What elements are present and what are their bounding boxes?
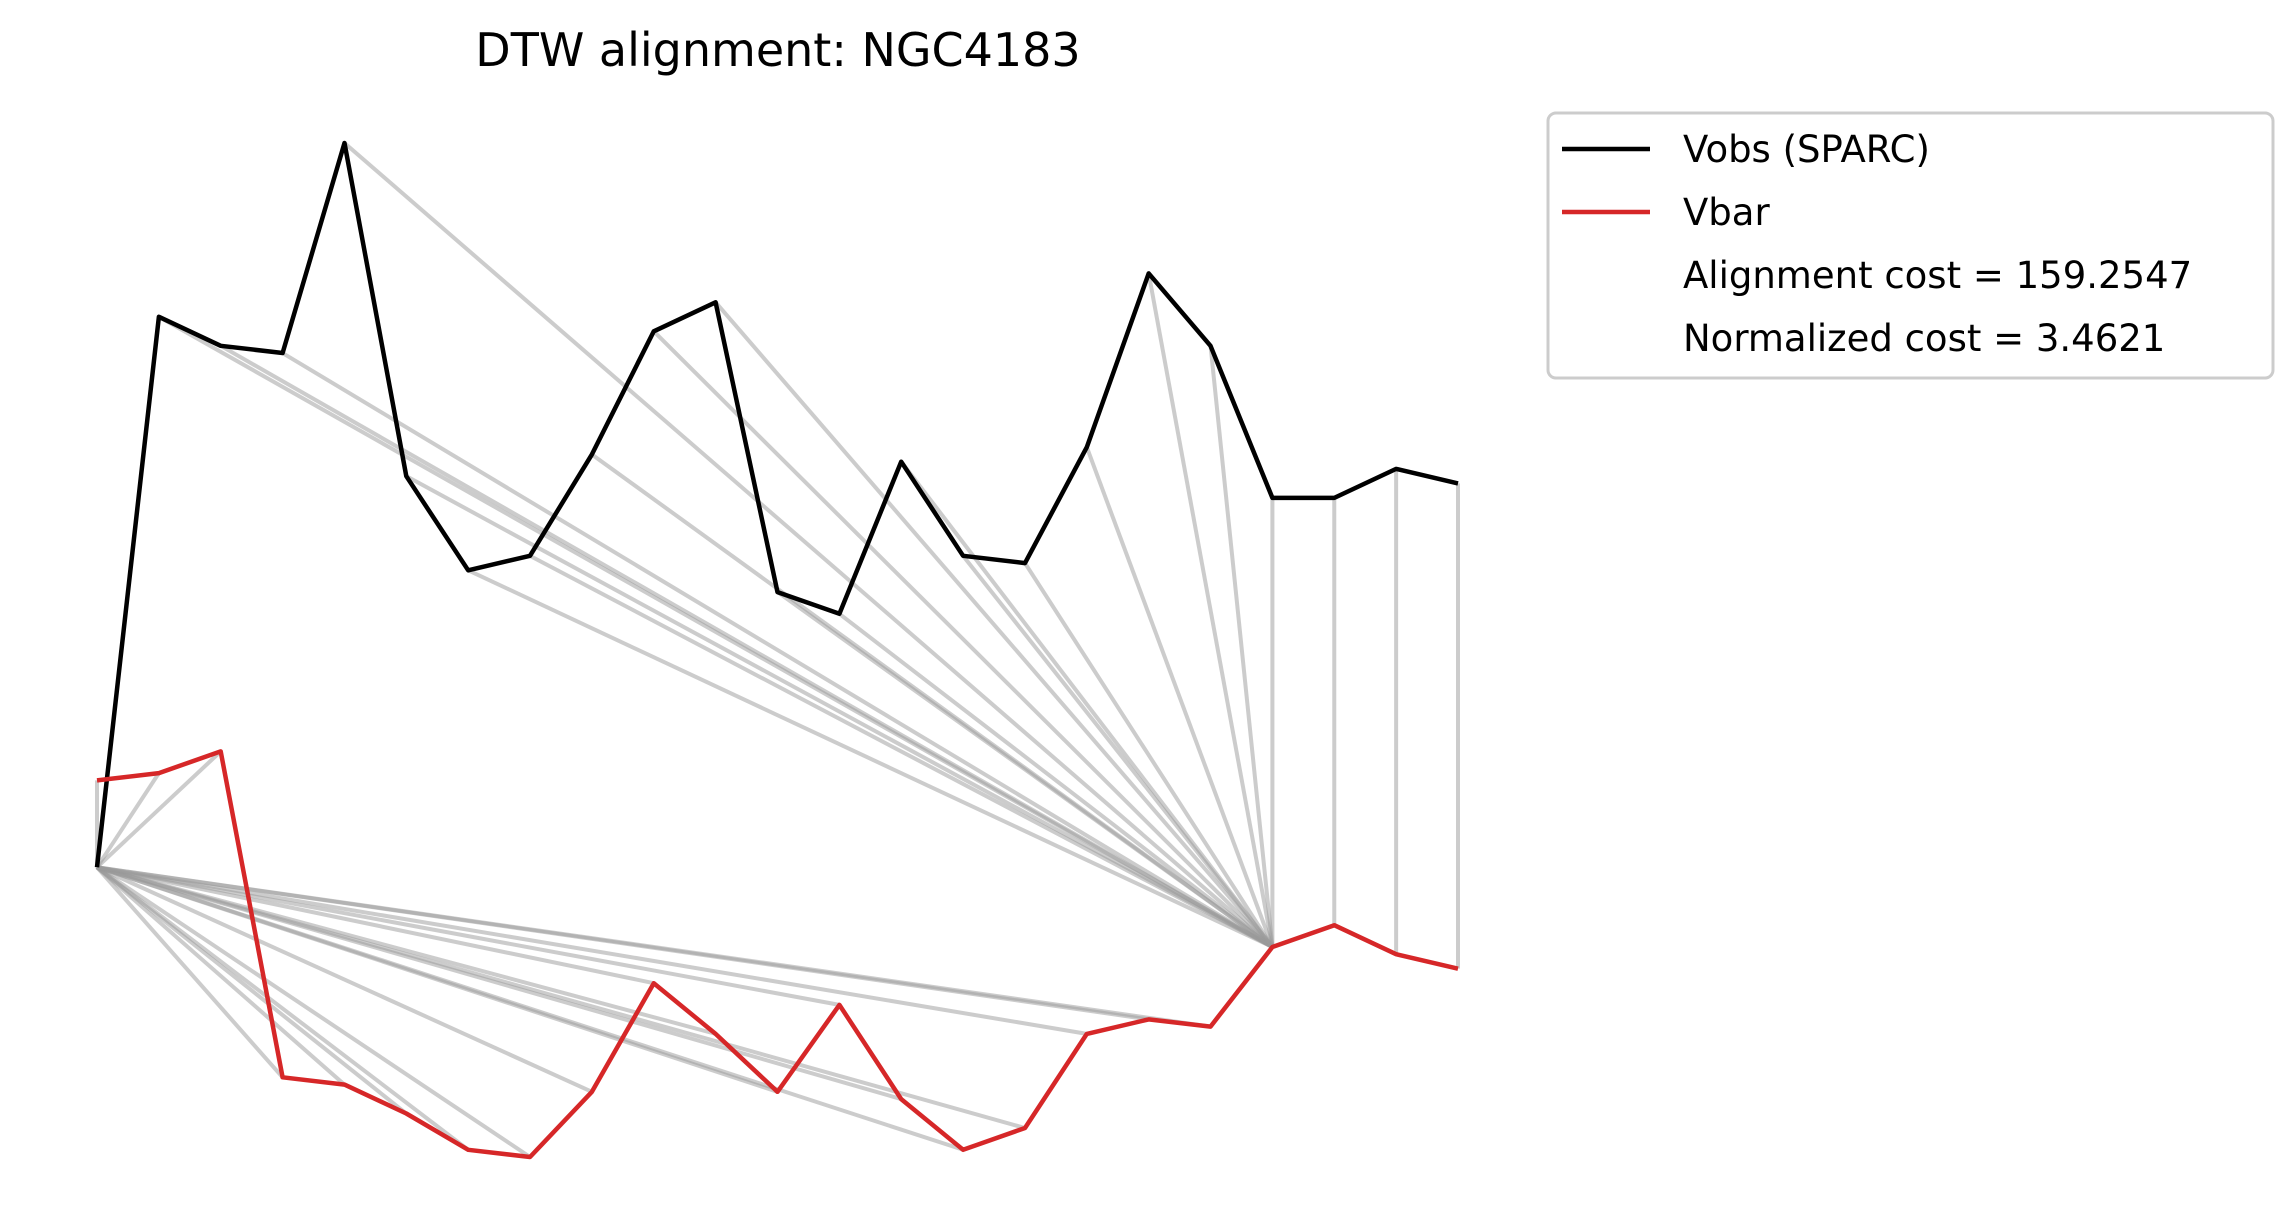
series-line-vobs	[94, 140, 1459, 868]
alignment-line-25	[529, 554, 1274, 949]
alignment-line-4	[95, 865, 346, 1087]
series-line-vbar	[96, 749, 1459, 1160]
alignment-line-28	[714, 301, 1274, 949]
alignment-line-30	[838, 612, 1274, 949]
legend-label-0: Vobs (SPARC)	[1683, 128, 1930, 171]
alignment-line-35	[1146, 273, 1275, 948]
alignment-line-18	[96, 865, 1211, 1029]
alignment-line-14	[96, 865, 964, 1152]
alignment-line-12	[96, 865, 840, 1007]
alignment-line-15	[96, 865, 1026, 1130]
chart-title: DTW alignment: NGC4183	[475, 23, 1080, 77]
alignment-line-3	[95, 865, 285, 1079]
alignment-line-22	[343, 141, 1274, 949]
alignment-line-9	[96, 865, 655, 986]
alignment-line-8	[96, 865, 593, 1094]
alignment-line-23	[405, 474, 1274, 949]
series-lines	[94, 140, 1459, 1160]
alignment-line-29	[776, 590, 1274, 949]
legend: Vobs (SPARC) Vbar Alignment cost = 159.254…	[1546, 111, 2275, 380]
legend-label-3: Normalized cost = 3.4621	[1683, 317, 2165, 360]
alignment-line-32	[961, 554, 1274, 949]
legend-frame	[1546, 111, 2275, 380]
alignment-lines	[95, 141, 1460, 1159]
alignment-line-1	[95, 772, 161, 869]
alignment-line-24	[467, 568, 1274, 949]
alignment-line-2	[95, 749, 223, 869]
alignment-line-36	[1208, 345, 1275, 948]
alignment-line-6	[95, 865, 470, 1152]
alignment-line-33	[1023, 562, 1275, 949]
alignment-line-27	[652, 329, 1274, 949]
legend-label-1: Vbar	[1683, 191, 1770, 234]
legend-label-2: Alignment cost = 159.2547	[1683, 254, 2192, 297]
alignment-line-16	[96, 865, 1088, 1036]
alignment-line-7	[95, 865, 532, 1159]
alignment-line-20	[219, 344, 1274, 949]
alignment-line-21	[281, 351, 1274, 949]
alignment-line-34	[1084, 446, 1275, 948]
